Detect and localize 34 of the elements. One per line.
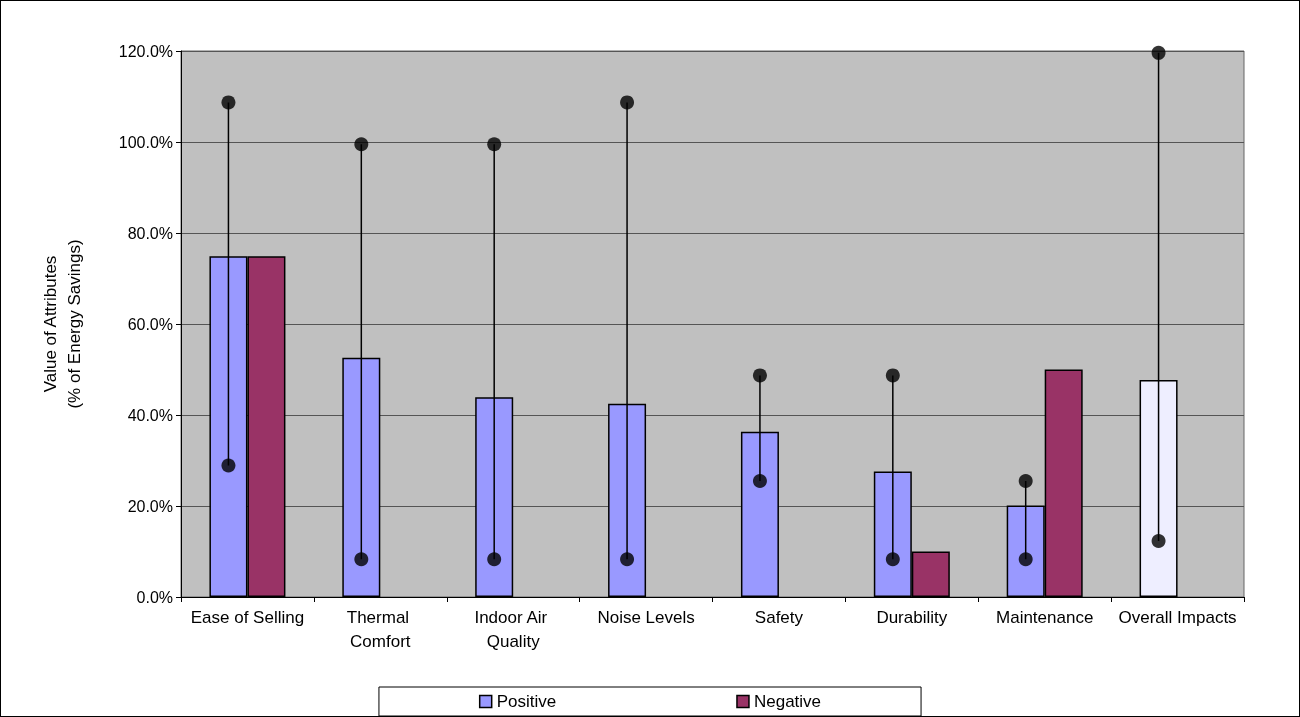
point [487,137,502,152]
x-tick-label: Safety [754,607,804,627]
point [752,368,767,383]
point [620,552,635,567]
y-tick-label: 20.0% [127,497,173,515]
legend-label: Negative [753,692,822,711]
point [885,368,900,383]
legend-label: Positive [496,692,557,711]
y-tick-label: 100.0% [118,133,173,151]
y-axis-title: Value of Attributes (% of Energy Savings) [40,239,84,409]
y-tick-label: 120.0% [118,42,173,60]
x-tick-label: Ease of Selling [190,607,305,627]
x-tick-label: Thermal Comfort [346,607,414,651]
point [1018,473,1033,488]
point [885,552,900,567]
point [620,95,635,110]
x-tick-label: Indoor Air Quality [474,607,552,651]
point [221,95,236,110]
y-tick-label: 0.0% [136,588,173,606]
x-tick-label: Durability [876,607,948,627]
point [1151,534,1166,549]
point [752,473,767,488]
point [221,458,236,473]
y-tick-label: 80.0% [127,224,173,242]
point [487,552,502,567]
point [1018,552,1033,567]
y-tick-label: 60.0% [127,315,173,333]
point [1151,45,1166,60]
x-tick-label: Maintenance [996,607,1094,627]
y-tick-label: 40.0% [127,406,173,424]
point [354,552,369,567]
x-tick-label: Noise Levels [597,607,695,627]
x-tick-label: Overall Impacts [1118,607,1237,627]
point [354,137,369,152]
